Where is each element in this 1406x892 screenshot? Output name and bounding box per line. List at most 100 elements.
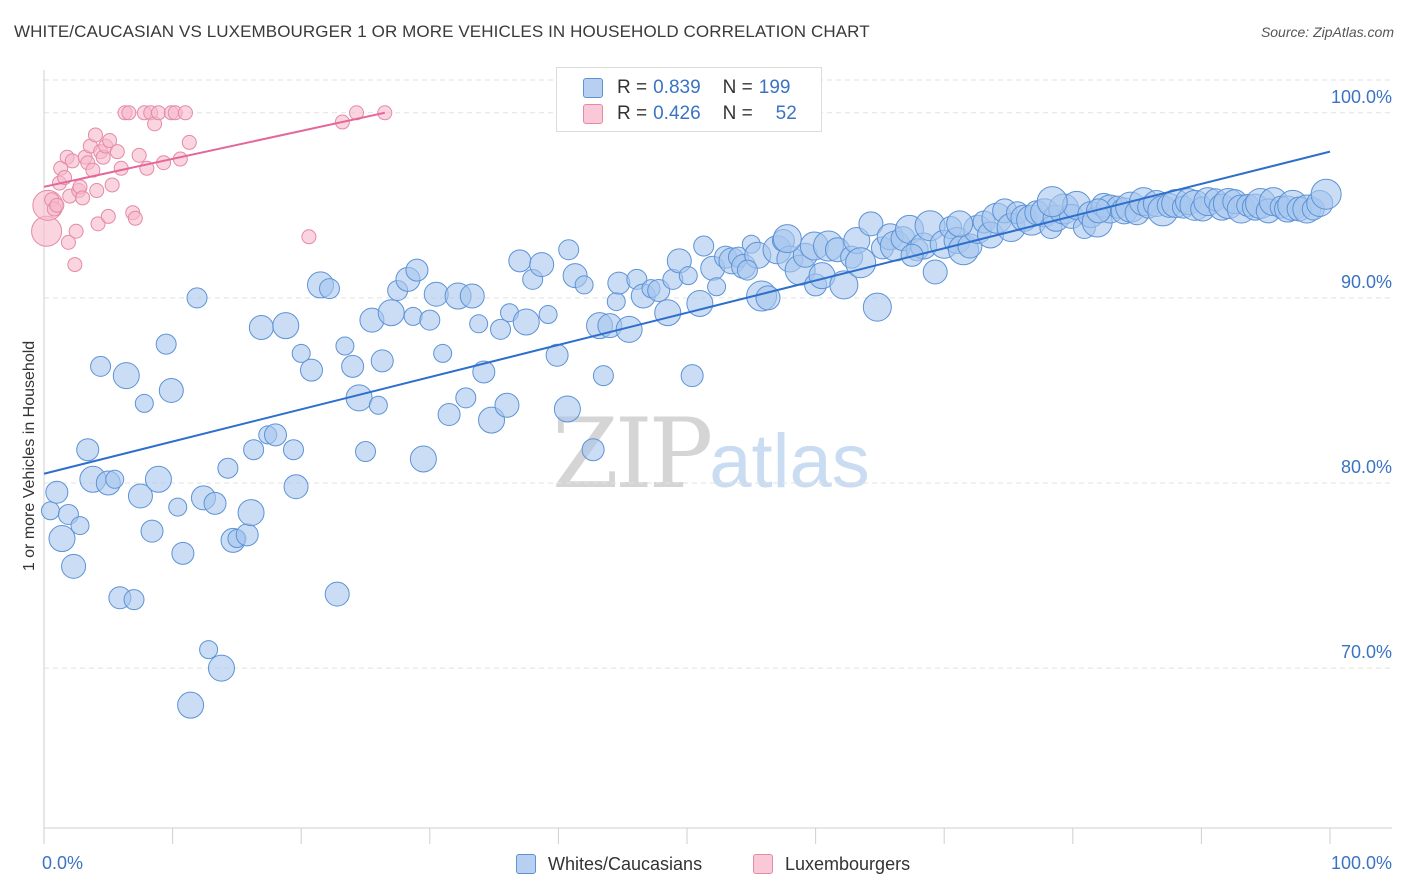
white-point [946,210,974,238]
white-point [1086,198,1112,224]
white-point [207,654,235,682]
white-point [862,292,892,322]
white-point [680,364,704,388]
luxembourger-point [60,234,76,250]
white-point [553,395,581,423]
white-point [237,499,265,527]
white-point [61,553,87,579]
chart-source: Source: ZipAtlas.com [1260,24,1394,40]
legend-row-whites: R = 0.839 N = 199 [583,76,790,100]
white-point [574,275,594,295]
white-point [707,277,727,297]
white-point [538,305,558,325]
bottom-legend-label-luxembourgers: Luxembourgers [785,853,911,874]
white-point [508,249,532,273]
legend-r-label: R = [617,77,648,98]
legend-row-luxembourgers: R = 0.426 N = 52 [583,102,797,126]
white-point [324,581,350,607]
white-trend-line [43,150,1331,475]
luxembourger-point [104,177,120,193]
white-point [144,465,172,493]
white-point [654,299,682,327]
white-point [186,287,208,309]
white-point [368,395,388,415]
white-point [606,292,626,312]
white-point [217,457,239,479]
white-point [472,360,496,384]
white-point [922,259,948,285]
white-point [283,474,309,500]
white-point [318,278,340,300]
legend-swatch-pink [583,104,603,124]
bottom-legend-swatch-blue [516,854,536,874]
white-point [377,299,405,327]
x-tick-label-max: 100.0% [1330,853,1392,873]
x-tick-label-min: 0.0% [42,853,84,873]
white-point [248,315,274,341]
bottom-legend-luxembourgers[interactable]: Luxembourgers [753,851,910,877]
white-point [403,306,423,326]
white-point [736,259,758,281]
white-point [155,333,177,355]
luxembourger-point [127,210,143,226]
luxembourger-point [89,183,105,199]
bottom-legend-whites[interactable]: Whites/Caucasians [516,851,702,877]
white-point [455,387,477,409]
white-point [140,519,164,543]
watermark-atlas: atlas [709,419,870,504]
white-point [272,312,300,340]
bottom-legend-label-whites: Whites/Caucasians [548,853,703,874]
white-point [772,224,802,254]
white-point [693,235,715,257]
white-point [581,438,605,462]
white-point [299,358,323,382]
white-point [105,469,125,489]
watermark: ZIPatlas [552,398,870,510]
white-point [1310,178,1342,210]
white-point [199,640,219,660]
white-point [134,393,154,413]
white-point [405,258,429,282]
white-point [168,497,188,517]
white-point [558,239,580,261]
luxembourger-point [68,223,84,239]
white-point [291,343,311,363]
white-point [45,480,69,504]
legend-n-label: N = [722,77,753,98]
white-point [409,445,437,473]
white-point [282,439,304,461]
white-point [243,439,265,461]
legend-r-label: R = [617,103,648,124]
white-point [512,308,540,336]
white-point [76,438,100,462]
white-point [490,318,512,340]
white-point [469,314,489,334]
white-point [127,483,153,509]
white-point [678,266,698,286]
white-point [419,309,441,331]
luxembourger-point [67,257,83,273]
white-point [433,343,453,363]
luxembourger-point [87,127,103,143]
white-point [423,281,449,307]
y-tick-label: 70.0% [1341,642,1392,662]
chart-title: WHITE/CAUCASIAN VS LUXEMBOURGER 1 OR MOR… [14,22,870,41]
white-point [437,403,461,427]
white-point [235,523,259,547]
white-point [355,441,376,463]
white-point [529,252,555,278]
white-point [615,315,643,343]
legend-n-label: N = [722,103,753,124]
white-point [70,516,90,536]
white-point [845,247,877,279]
y-tick-label: 100.0% [1331,87,1392,107]
white-point [459,283,485,309]
white-point [263,423,287,447]
legend-r-value: 0.426 [653,103,701,124]
luxembourger-point [181,134,197,150]
white-point [858,211,884,237]
bottom-legend-swatch-pink [753,854,773,874]
y-tick-label: 90.0% [1341,272,1392,292]
white-point [592,365,614,387]
